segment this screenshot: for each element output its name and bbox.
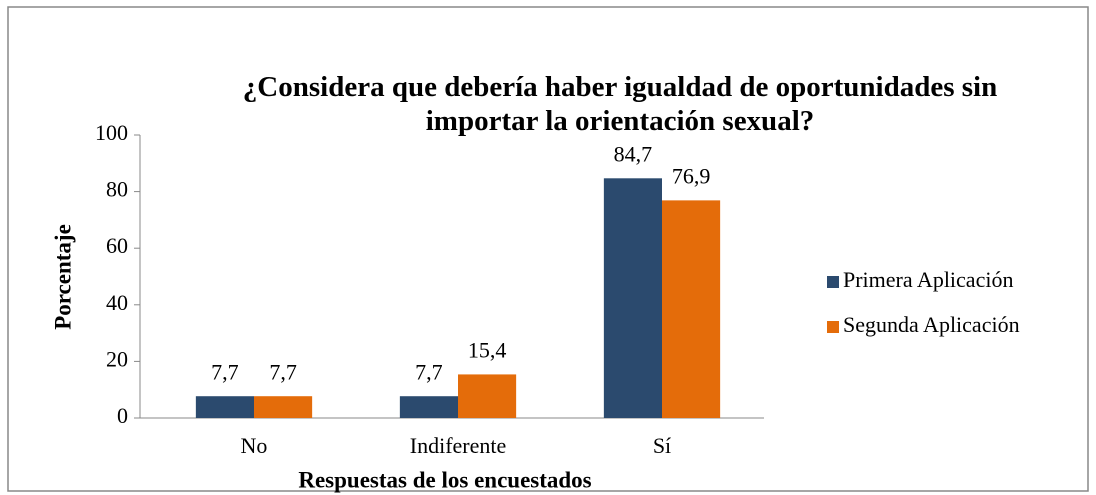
- y-tick-label: 0: [117, 403, 128, 428]
- data-label: 15,4: [468, 337, 507, 362]
- y-tick-label: 100: [95, 120, 128, 145]
- y-tick-label: 60: [106, 233, 128, 258]
- bar: [195, 396, 254, 418]
- x-tick-label: Indiferente: [410, 433, 507, 458]
- bar: [399, 396, 458, 418]
- bar: [254, 396, 313, 418]
- data-label: 84,7: [614, 141, 653, 166]
- legend-swatch: [827, 321, 839, 333]
- data-label: 7,7: [269, 359, 297, 384]
- bar: [458, 374, 517, 418]
- chart-title: ¿Considera que debería haber igualdad de…: [242, 71, 998, 137]
- y-axis-label: Porcentaje: [50, 224, 75, 330]
- data-label: 76,9: [672, 163, 711, 188]
- legend-label: Primera Aplicación: [843, 267, 1013, 292]
- x-axis-label: Respuestas de los encuestados: [298, 467, 591, 492]
- x-tick-label: Sí: [653, 433, 671, 458]
- chart-border: [7, 6, 1089, 492]
- x-tick-label: No: [241, 433, 268, 458]
- bar: [603, 178, 662, 418]
- data-label: 7,7: [211, 359, 239, 384]
- legend-label: Segunda Aplicación: [843, 312, 1020, 337]
- bar: [662, 200, 721, 418]
- data-label: 7,7: [415, 359, 443, 384]
- y-tick-label: 40: [106, 290, 128, 315]
- legend-swatch: [827, 276, 839, 288]
- y-tick-label: 80: [106, 177, 128, 202]
- y-tick-label: 20: [106, 346, 128, 371]
